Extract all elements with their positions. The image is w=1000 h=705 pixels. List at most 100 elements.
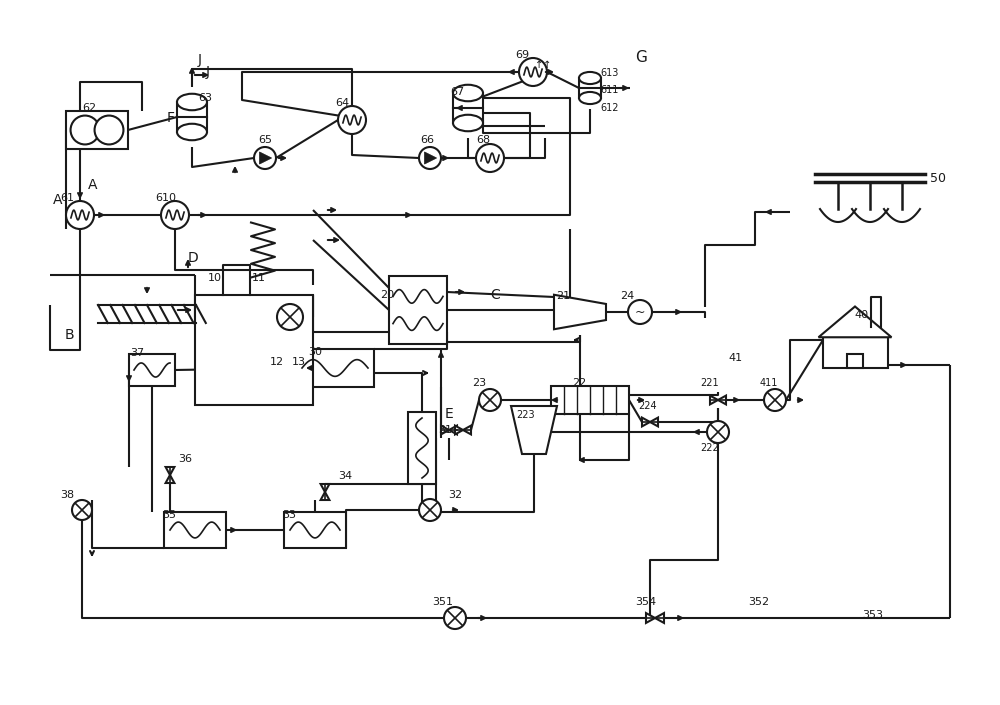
Text: ~: ~ bbox=[635, 305, 645, 319]
Text: 613: 613 bbox=[600, 68, 618, 78]
Text: 24: 24 bbox=[620, 291, 634, 301]
Text: 222: 222 bbox=[700, 443, 719, 453]
Polygon shape bbox=[166, 467, 174, 483]
Bar bbox=[177, 102, 207, 132]
Text: 32: 32 bbox=[448, 490, 462, 500]
Polygon shape bbox=[642, 417, 658, 427]
Ellipse shape bbox=[579, 72, 601, 84]
Bar bbox=[453, 93, 483, 123]
Text: 35: 35 bbox=[162, 510, 176, 520]
Text: 41: 41 bbox=[728, 353, 742, 363]
Text: 221: 221 bbox=[700, 378, 719, 388]
Circle shape bbox=[277, 304, 303, 330]
Bar bbox=[847, 354, 863, 367]
Text: A: A bbox=[88, 178, 98, 192]
Polygon shape bbox=[321, 484, 329, 500]
Text: E: E bbox=[445, 407, 454, 421]
Text: 610: 610 bbox=[155, 193, 176, 203]
Text: 224: 224 bbox=[638, 401, 657, 411]
Text: 21: 21 bbox=[556, 291, 570, 301]
Text: ↑↑: ↑↑ bbox=[535, 60, 551, 70]
Text: 11: 11 bbox=[252, 273, 266, 283]
Text: 61: 61 bbox=[60, 193, 74, 203]
Text: B: B bbox=[65, 328, 75, 342]
Text: 31: 31 bbox=[438, 425, 452, 435]
Bar bbox=[164, 512, 226, 548]
Text: 40: 40 bbox=[854, 310, 868, 320]
Text: 12: 12 bbox=[270, 357, 284, 367]
Polygon shape bbox=[710, 396, 726, 405]
Polygon shape bbox=[441, 426, 457, 434]
Text: D: D bbox=[188, 251, 199, 265]
Text: 612: 612 bbox=[600, 103, 618, 113]
Circle shape bbox=[479, 389, 501, 411]
Bar bbox=[66, 111, 128, 149]
Circle shape bbox=[419, 147, 441, 169]
Polygon shape bbox=[260, 152, 272, 164]
Text: 63: 63 bbox=[198, 93, 212, 103]
Text: 351: 351 bbox=[432, 597, 453, 607]
Text: 66: 66 bbox=[420, 135, 434, 145]
Circle shape bbox=[764, 389, 786, 411]
Bar bbox=[408, 412, 436, 484]
Circle shape bbox=[71, 116, 99, 145]
Circle shape bbox=[254, 147, 276, 169]
Text: 64: 64 bbox=[335, 98, 349, 108]
Text: C: C bbox=[490, 288, 500, 302]
Circle shape bbox=[66, 201, 94, 229]
Bar bbox=[195, 295, 313, 405]
Text: 69: 69 bbox=[515, 50, 529, 60]
Ellipse shape bbox=[177, 124, 207, 140]
Text: 67: 67 bbox=[450, 87, 464, 97]
Text: 353: 353 bbox=[862, 610, 883, 620]
Polygon shape bbox=[455, 426, 471, 434]
Polygon shape bbox=[424, 152, 437, 164]
Ellipse shape bbox=[177, 94, 207, 110]
Text: 354: 354 bbox=[635, 597, 656, 607]
Text: 62: 62 bbox=[82, 103, 96, 113]
Text: J: J bbox=[206, 65, 210, 79]
Polygon shape bbox=[818, 307, 892, 337]
Text: 33: 33 bbox=[282, 510, 296, 520]
Text: 50: 50 bbox=[930, 171, 946, 185]
Ellipse shape bbox=[453, 115, 483, 131]
Text: 20: 20 bbox=[380, 290, 394, 300]
Ellipse shape bbox=[579, 92, 601, 104]
Text: 37: 37 bbox=[130, 348, 144, 358]
Circle shape bbox=[519, 58, 547, 86]
Text: 65: 65 bbox=[258, 135, 272, 145]
Ellipse shape bbox=[453, 85, 483, 102]
Text: 13: 13 bbox=[292, 357, 306, 367]
Circle shape bbox=[72, 500, 92, 520]
Text: F: F bbox=[167, 111, 175, 125]
Text: 30: 30 bbox=[308, 347, 322, 357]
Circle shape bbox=[628, 300, 652, 324]
Bar bbox=[389, 276, 447, 344]
Text: A: A bbox=[52, 193, 62, 207]
Text: 611: 611 bbox=[600, 85, 618, 95]
Text: 223: 223 bbox=[516, 410, 535, 420]
Text: 22: 22 bbox=[572, 378, 586, 388]
Bar bbox=[296, 349, 374, 387]
Text: 411: 411 bbox=[760, 378, 778, 388]
Text: 352: 352 bbox=[748, 597, 769, 607]
Bar bbox=[579, 78, 601, 98]
Circle shape bbox=[419, 499, 441, 521]
Bar bbox=[822, 337, 888, 367]
Polygon shape bbox=[511, 406, 557, 454]
Circle shape bbox=[476, 144, 504, 172]
Circle shape bbox=[161, 201, 189, 229]
Bar bbox=[284, 512, 346, 548]
Circle shape bbox=[707, 421, 729, 443]
Text: 38: 38 bbox=[60, 490, 74, 500]
Text: 10: 10 bbox=[208, 273, 222, 283]
Polygon shape bbox=[646, 613, 664, 623]
Circle shape bbox=[338, 106, 366, 134]
Text: 34: 34 bbox=[338, 471, 352, 481]
Text: J: J bbox=[198, 53, 202, 67]
Text: 23: 23 bbox=[472, 378, 486, 388]
Circle shape bbox=[95, 116, 123, 145]
Bar bbox=[551, 386, 629, 414]
Circle shape bbox=[444, 607, 466, 629]
Bar bbox=[129, 354, 175, 386]
